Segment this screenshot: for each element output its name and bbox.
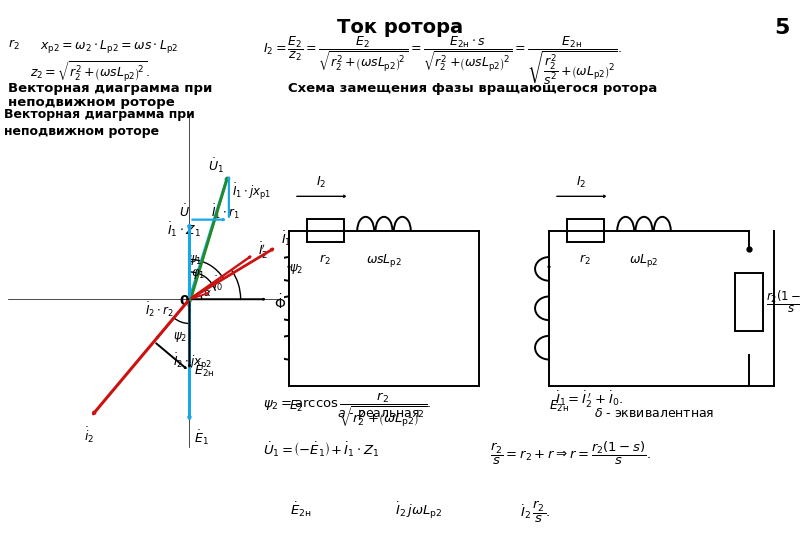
Bar bbox=[306, 219, 344, 242]
Text: $I_2$: $I_2$ bbox=[576, 175, 586, 190]
Text: $\omega L_{\rm p2}$: $\omega L_{\rm p2}$ bbox=[630, 252, 658, 269]
Text: Схема замещения фазы вращающегося ротора: Схема замещения фазы вращающегося ротора bbox=[288, 82, 658, 95]
Text: $\dot{I}_1 = \dot{I}_2^{\,\prime} + \dot{I}_0.$: $\dot{I}_1 = \dot{I}_2^{\,\prime} + \dot… bbox=[555, 390, 623, 410]
Text: $I_2$: $I_2$ bbox=[316, 175, 326, 190]
Text: $\dot{E}_{2\text{н}}$: $\dot{E}_{2\text{н}}$ bbox=[194, 361, 214, 379]
Text: $z_2=\sqrt{r_2^2+\!\left(\omega s L_{\rm p2}\right)^{\!2}}.$: $z_2=\sqrt{r_2^2+\!\left(\omega s L_{\rm… bbox=[30, 60, 150, 85]
Text: $\dot{i}_2$: $\dot{i}_2$ bbox=[83, 426, 94, 446]
Text: $\omega s L_{\rm p2}$: $\omega s L_{\rm p2}$ bbox=[366, 252, 402, 269]
Text: $\dot{I}_1 \cdot jx_{\text{p1}}$: $\dot{I}_1 \cdot jx_{\text{p1}}$ bbox=[232, 182, 271, 202]
Text: $\dot{E}_1$: $\dot{E}_1$ bbox=[194, 428, 209, 447]
Text: $\delta$ - эквивалентная: $\delta$ - эквивалентная bbox=[594, 407, 714, 420]
Text: $\psi_2 = \arccos\dfrac{r_2}{\sqrt{r_2^2+\!\left(\omega L_{\rm p2}\right)^{\!2}}: $\psi_2 = \arccos\dfrac{r_2}{\sqrt{r_2^2… bbox=[263, 390, 432, 429]
Text: $\dot{\Phi}$: $\dot{\Phi}$ bbox=[274, 293, 286, 311]
Text: $\dot{U}_1$: $\dot{U}_1$ bbox=[208, 156, 224, 175]
Text: $\dot{I}_2'$: $\dot{I}_2'$ bbox=[258, 241, 269, 262]
Text: $\psi_1$: $\psi_1$ bbox=[188, 253, 202, 267]
Text: $\dot{I}_2\,j\omega L_{\rm p2}$: $\dot{I}_2\,j\omega L_{\rm p2}$ bbox=[395, 500, 442, 520]
Text: $E_2$: $E_2$ bbox=[289, 399, 303, 414]
Text: Ток ротора: Ток ротора bbox=[337, 18, 463, 37]
Text: $I_2=\dfrac{E_2}{z_2}=\dfrac{E_2}{\sqrt{r_2^2+\!\left(\omega s L_{\rm p2}\right): $I_2=\dfrac{E_2}{z_2}=\dfrac{E_2}{\sqrt{… bbox=[263, 35, 622, 87]
Text: $\psi_2$: $\psi_2$ bbox=[290, 262, 303, 276]
Text: $r_2$: $r_2$ bbox=[579, 253, 591, 267]
Text: $r_2$: $r_2$ bbox=[8, 38, 20, 52]
Text: $\dot{I}_1 \cdot Z_1$: $\dot{I}_1 \cdot Z_1$ bbox=[166, 220, 201, 238]
Text: $x_{\rm p2}=\omega_2\cdot L_{\rm p2}=\omega s\cdot L_{\rm p2}$: $x_{\rm p2}=\omega_2\cdot L_{\rm p2}=\om… bbox=[40, 38, 178, 55]
Text: $\dot{I}_0$: $\dot{I}_0$ bbox=[214, 274, 223, 293]
Text: $\varphi_1$: $\varphi_1$ bbox=[190, 267, 205, 281]
Bar bbox=[566, 219, 604, 242]
Text: $E_{2\text{н}}$: $E_{2\text{н}}$ bbox=[549, 399, 570, 414]
Text: $\dot{I}_2 \cdot r_2$: $\dot{I}_2 \cdot r_2$ bbox=[146, 301, 174, 319]
Text: $\dfrac{r_2}{s} = r_2 + r \Rightarrow r = \dfrac{r_2(1-s)}{s}.$: $\dfrac{r_2}{s} = r_2 + r \Rightarrow r … bbox=[490, 440, 651, 467]
Text: неподвижном роторе: неподвижном роторе bbox=[8, 96, 174, 109]
Text: $\dot{I}_2 \cdot jx_{\text{p2}}$: $\dot{I}_2 \cdot jx_{\text{p2}}$ bbox=[174, 351, 213, 372]
Text: $\dot{I}_2\,\dfrac{r_2}{s}.$: $\dot{I}_2\,\dfrac{r_2}{s}.$ bbox=[520, 500, 550, 525]
Text: $\dfrac{r_2(1-s)}{s}$: $\dfrac{r_2(1-s)}{s}$ bbox=[766, 289, 800, 315]
Text: $\dot{I}_1$: $\dot{I}_1$ bbox=[281, 229, 291, 248]
Text: $\dot{U}_1 = \!\left(-\dot{E}_1\right)\!+\dot{I}_1\cdot Z_1$: $\dot{U}_1 = \!\left(-\dot{E}_1\right)\!… bbox=[263, 440, 379, 459]
Text: $\psi_2$: $\psi_2$ bbox=[173, 330, 187, 343]
Text: $\dot{I}_1 \cdot r_1$: $\dot{I}_1 \cdot r_1$ bbox=[210, 202, 239, 221]
Text: 5: 5 bbox=[774, 18, 790, 38]
Text: $\dot{E}_{2\text{н}}$: $\dot{E}_{2\text{н}}$ bbox=[290, 500, 312, 519]
Text: 0: 0 bbox=[180, 294, 190, 307]
Text: $r_2$: $r_2$ bbox=[319, 253, 331, 267]
Text: $\alpha$: $\alpha$ bbox=[203, 288, 212, 298]
Text: Векторная диаграмма при
неподвижном роторе: Векторная диаграмма при неподвижном рото… bbox=[4, 108, 194, 138]
Text: $a$ - реальная: $a$ - реальная bbox=[338, 408, 421, 422]
Bar bbox=[735, 273, 762, 331]
Text: $\dot{U}$: $\dot{U}$ bbox=[179, 204, 190, 221]
Text: Векторная диаграмма при: Векторная диаграмма при bbox=[8, 82, 212, 95]
